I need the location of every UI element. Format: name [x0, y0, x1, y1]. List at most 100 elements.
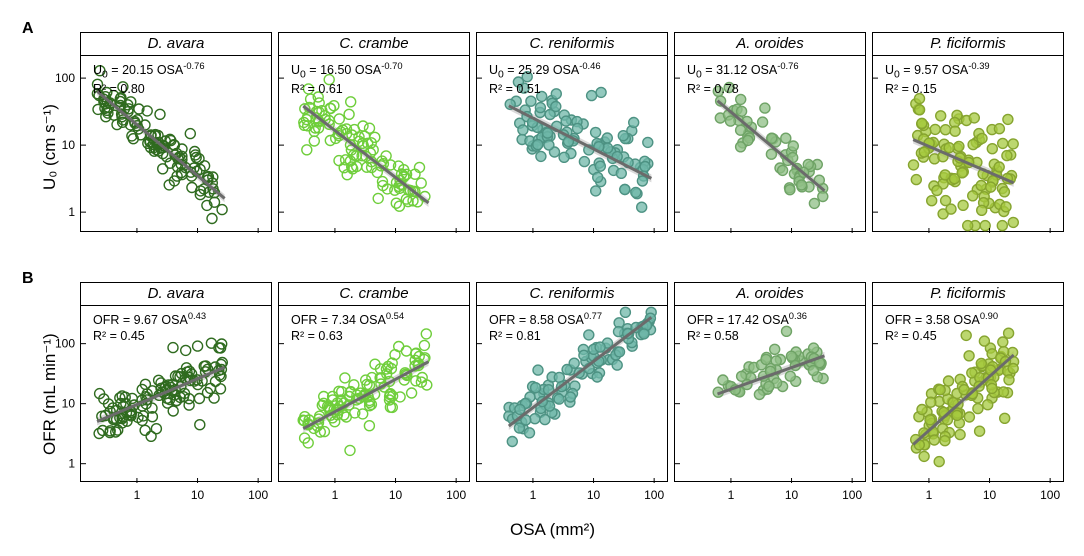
- panel-title: C. crambe: [279, 33, 469, 56]
- svg-text:10: 10: [62, 397, 76, 411]
- svg-text:10: 10: [785, 488, 799, 502]
- data-point: [620, 307, 630, 317]
- data-point: [421, 329, 431, 339]
- data-point: [718, 375, 728, 385]
- panel-title: C. reniformis: [477, 283, 667, 306]
- data-point: [616, 168, 626, 178]
- data-point: [1004, 328, 1014, 338]
- data-point: [925, 415, 935, 425]
- data-point: [207, 214, 217, 224]
- data-point: [364, 421, 374, 431]
- fit-annotation: U0 = 16.50 OSA-0.70R² = 0.61: [291, 61, 403, 97]
- data-point: [941, 125, 951, 135]
- data-point: [518, 125, 528, 135]
- panel-A-C_reniformis: C. reniformisU0 = 25.29 OSA-0.46R² = 0.5…: [476, 32, 668, 232]
- data-point: [964, 351, 974, 361]
- data-point: [932, 186, 942, 196]
- fit-annotation: OFR = 17.42 OSA0.36R² = 0.58: [687, 311, 807, 344]
- data-point: [950, 126, 960, 136]
- data-point: [930, 124, 940, 134]
- data-point: [615, 347, 625, 357]
- data-point: [181, 345, 191, 355]
- fit-annotation: OFR = 7.34 OSA0.54R² = 0.63: [291, 311, 404, 344]
- data-point: [788, 141, 798, 151]
- panel-title: A. oroides: [675, 33, 865, 56]
- y-axis-label-b: OFR (mL min⁻¹): [40, 333, 60, 455]
- data-point: [940, 170, 950, 180]
- data-point: [540, 415, 550, 425]
- svg-text:1: 1: [68, 205, 75, 219]
- data-point: [526, 96, 536, 106]
- svg-text:10: 10: [587, 488, 601, 502]
- data-point: [926, 397, 936, 407]
- data-point: [533, 140, 543, 150]
- data-point: [419, 340, 429, 350]
- data-point: [994, 124, 1004, 134]
- fit-annotation: U0 = 31.12 OSA-0.76R² = 0.78: [687, 61, 799, 97]
- panel-title: C. crambe: [279, 283, 469, 306]
- data-point: [969, 113, 979, 123]
- data-point: [797, 180, 807, 190]
- data-point: [994, 162, 1004, 172]
- data-point: [579, 350, 589, 360]
- data-point: [566, 392, 576, 402]
- data-point: [954, 141, 964, 151]
- panel-title: C. reniformis: [477, 33, 667, 56]
- data-point: [977, 133, 987, 143]
- data-point: [986, 182, 996, 192]
- data-point: [140, 425, 150, 435]
- data-point: [620, 184, 630, 194]
- data-point: [944, 376, 954, 386]
- data-point: [1008, 364, 1018, 374]
- panel-row-a: D. avara110100U0 = 20.15 OSA-0.76R² = 0.…: [80, 32, 1064, 232]
- data-point: [770, 344, 780, 354]
- data-point: [345, 445, 355, 455]
- data-point: [781, 133, 791, 143]
- svg-text:100: 100: [446, 488, 466, 502]
- data-point: [917, 405, 927, 415]
- data-point: [785, 185, 795, 195]
- data-point: [952, 410, 962, 420]
- data-point: [957, 168, 967, 178]
- panel-title: P. ficiformis: [873, 283, 1063, 306]
- svg-text:100: 100: [644, 488, 664, 502]
- axis-ticks: 110100110100: [55, 337, 269, 502]
- data-point: [958, 200, 968, 210]
- data-point: [631, 187, 641, 197]
- data-point: [818, 192, 828, 202]
- data-point: [915, 105, 925, 115]
- data-point: [736, 142, 746, 152]
- fit-annotation: U0 = 9.57 OSA-0.39R² = 0.15: [885, 61, 990, 97]
- data-point: [302, 145, 312, 155]
- data-point: [592, 372, 602, 382]
- data-point: [1004, 375, 1014, 385]
- data-point: [936, 111, 946, 121]
- data-point: [1002, 151, 1012, 161]
- data-point: [736, 125, 746, 135]
- regression-line: [97, 91, 225, 198]
- data-point: [185, 129, 195, 139]
- svg-text:100: 100: [55, 337, 75, 351]
- panel-row-b: D. avara110100110100OFR = 9.67 OSA0.43R²…: [80, 282, 1064, 482]
- svg-text:1: 1: [68, 457, 75, 471]
- data-point: [127, 393, 137, 403]
- data-point: [998, 138, 1008, 148]
- data-point: [531, 383, 541, 393]
- data-point: [614, 327, 624, 337]
- panel-B-C_reniformis: C. reniformis110100OFR = 8.58 OSA0.77R² …: [476, 282, 668, 482]
- data-point: [764, 381, 774, 391]
- data-point: [344, 109, 354, 119]
- data-point: [977, 205, 987, 215]
- data-point: [525, 428, 535, 438]
- svg-text:10: 10: [389, 488, 403, 502]
- data-point: [206, 338, 216, 348]
- data-point: [302, 115, 312, 125]
- data-point: [579, 157, 589, 167]
- data-point: [573, 123, 583, 133]
- data-point: [533, 365, 543, 375]
- data-point: [983, 400, 993, 410]
- data-point: [595, 161, 605, 171]
- data-point: [973, 404, 983, 414]
- data-point: [760, 103, 770, 113]
- data-point: [963, 221, 973, 231]
